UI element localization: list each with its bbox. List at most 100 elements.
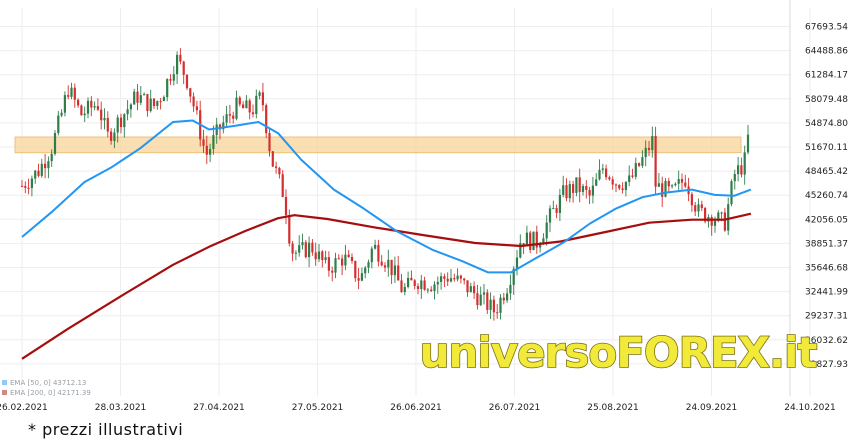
candle-body (674, 183, 677, 186)
candle-body (730, 181, 733, 205)
candle-body (456, 275, 459, 280)
candle-body (133, 91, 136, 105)
x-tick-label: 27.05.2021 (292, 403, 344, 413)
candle-body (100, 109, 103, 121)
candle-body (671, 185, 674, 187)
candle-body (162, 97, 165, 102)
candle-body (354, 261, 357, 279)
candle-body (532, 231, 535, 251)
candle-body (638, 163, 641, 166)
candle-body (172, 74, 175, 81)
candle-body (314, 252, 317, 260)
candle-body (426, 289, 429, 291)
candle-body (558, 194, 561, 213)
candle-body (367, 262, 370, 268)
candle-body (370, 248, 373, 263)
candle-body (337, 258, 340, 260)
candle-body (654, 136, 657, 187)
candle-body (311, 242, 314, 253)
candle-body (677, 179, 680, 184)
candle-body (185, 74, 189, 89)
candle-body (294, 252, 297, 254)
ema-200-line (21, 212, 752, 360)
candle-body (449, 278, 453, 282)
x-tick-label: 27.04.2021 (193, 403, 245, 413)
candle-body (288, 215, 291, 244)
candle-body (360, 273, 363, 281)
x-tick-label: 24.09.2021 (686, 403, 738, 413)
candle-body (482, 292, 486, 295)
candle-body (225, 114, 228, 123)
candle-body (324, 257, 327, 260)
candle-body (242, 104, 245, 109)
candle-body (90, 100, 93, 108)
x-tick-label: 26.07.2021 (489, 403, 541, 413)
y-tick-label: 26032.62 (805, 336, 848, 346)
candle-body (595, 179, 598, 186)
candle-body (50, 153, 53, 162)
x-tick-label: 26.02.2021 (0, 403, 48, 413)
candle-body (83, 113, 86, 116)
candle-body (255, 95, 258, 115)
candle-body (512, 268, 515, 285)
candle-body (390, 259, 393, 276)
candle-body (159, 101, 162, 103)
candle-body (539, 244, 542, 248)
y-tick-label: 67693.54 (805, 23, 848, 33)
candle-body (212, 135, 215, 149)
candle-body (37, 170, 40, 176)
candle-body (413, 280, 416, 286)
candle-body (641, 157, 644, 166)
candle-body (179, 54, 182, 62)
candle-body (598, 169, 601, 180)
candle-body (591, 185, 594, 196)
candle-body (423, 280, 426, 290)
candle-body (275, 166, 278, 168)
candle-body (723, 212, 726, 231)
candle-body (126, 109, 129, 115)
y-tick-label: 22827.93 (805, 360, 848, 370)
candle-body (380, 261, 383, 266)
candle-body (44, 163, 47, 169)
candle-body (463, 278, 466, 281)
watermark: universoFOREX.it (420, 328, 818, 377)
y-tick-label: 45260.74 (805, 191, 848, 201)
x-tick-label: 26.06.2021 (390, 403, 442, 413)
candle-body (548, 208, 552, 223)
candle-body (222, 122, 225, 130)
candle-body (387, 259, 390, 268)
candle-body (443, 276, 446, 279)
candle-body (152, 98, 156, 107)
candle-body (704, 208, 707, 222)
candle-body (628, 175, 631, 182)
candle-body (634, 163, 637, 177)
candle-body (578, 177, 581, 192)
candle-body (24, 186, 27, 188)
y-tick-label: 61284.17 (805, 71, 848, 81)
candle-body (733, 174, 736, 182)
candle-body (176, 54, 179, 75)
candle-body (713, 220, 717, 226)
y-tick-label: 48465.42 (805, 167, 848, 177)
candle-body (651, 136, 654, 151)
candle-body (251, 112, 255, 115)
candle-body (27, 187, 30, 189)
candle-body (63, 95, 66, 113)
candle-body (106, 117, 109, 132)
candle-body (433, 284, 436, 291)
candle-body (667, 180, 670, 187)
candle-body (489, 299, 492, 310)
candle-body (20, 185, 24, 187)
candle-body (621, 188, 624, 191)
candle-body (700, 204, 703, 209)
candle-body (581, 186, 585, 192)
candle-body (737, 165, 740, 175)
candle-body (746, 134, 750, 153)
candle-body (545, 222, 548, 239)
candle-body (407, 277, 410, 287)
candle-body (347, 254, 350, 257)
candle-body (614, 184, 618, 186)
candle-body (502, 297, 505, 301)
candle-body (710, 217, 713, 226)
candle-body (416, 285, 420, 290)
